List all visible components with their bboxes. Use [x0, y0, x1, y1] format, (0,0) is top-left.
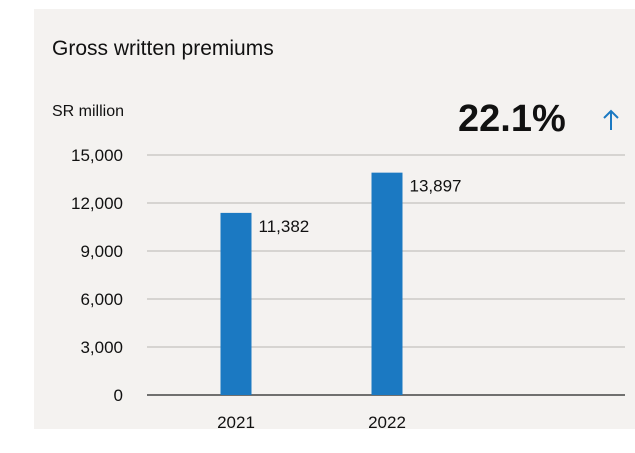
- bar-2021: [220, 212, 252, 395]
- data-label: 11,382: [259, 217, 310, 236]
- y-tick-label: 6,000: [80, 290, 123, 309]
- growth-percentage: 22.1%: [458, 98, 566, 140]
- y-tick-label: 0: [114, 386, 123, 405]
- y-tick-label: 3,000: [80, 338, 123, 357]
- x-tick-label: 2022: [368, 413, 406, 432]
- bar-2022: [371, 172, 403, 395]
- arrow-up-icon: [603, 109, 619, 130]
- x-tick-label: 2021: [217, 413, 255, 432]
- data-label: 13,897: [410, 177, 462, 196]
- chart-card: [34, 9, 635, 429]
- unit-label: SR million: [52, 103, 125, 120]
- y-tick-label: 12,000: [71, 194, 123, 213]
- y-tick-label: 9,000: [80, 242, 123, 261]
- y-tick-label: 15,000: [71, 146, 123, 165]
- chart-title: Gross written premiums: [52, 37, 274, 60]
